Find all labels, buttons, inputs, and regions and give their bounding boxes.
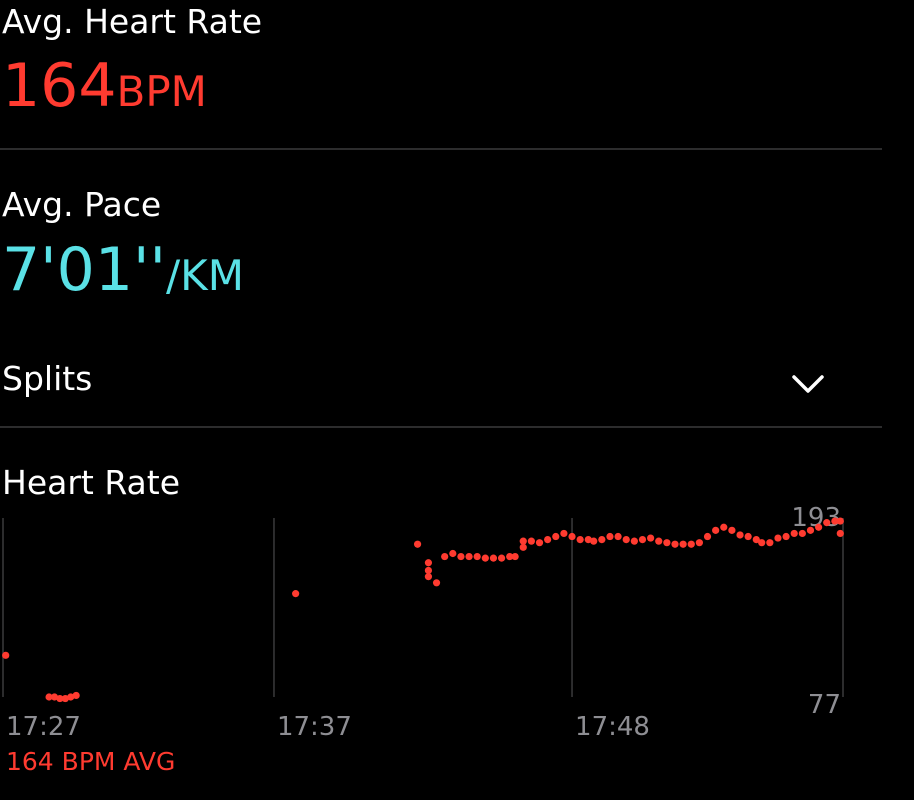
heart-rate-point [774, 534, 782, 542]
heart-rate-point [511, 552, 519, 561]
heart-rate-point [489, 554, 498, 562]
heart-rate-point [823, 519, 831, 527]
unit: /KM [166, 251, 244, 300]
heart-rate-point [50, 693, 59, 701]
heart-rate-point [782, 532, 790, 541]
heart-rate-point [441, 552, 449, 561]
x-tick-label: 17:48 [575, 712, 650, 742]
heart-rate-point [806, 526, 815, 534]
heart-rate-point [457, 552, 465, 561]
metric-label: Avg. Heart Rate [2, 2, 262, 41]
metric-label: Avg. Pace [2, 185, 161, 224]
heart-rate-point [663, 539, 671, 547]
heart-rate-point [45, 693, 53, 701]
heart-rate-point [535, 539, 544, 547]
heart-rate-point [720, 523, 728, 531]
heart-rate-point [560, 529, 568, 538]
heart-rate-point [506, 552, 514, 561]
heart-rate-point [527, 537, 535, 545]
heart-rate-point [703, 532, 712, 541]
heart-rate-point [424, 566, 433, 575]
heart-rate-point [752, 536, 760, 544]
chevron[interactable] [792, 375, 824, 393]
heart-rate-point [481, 554, 489, 562]
heart-rate-point [598, 536, 606, 544]
heart-rate-point [67, 693, 75, 701]
heart-rate-point [638, 536, 647, 544]
heart-rate-point [728, 526, 736, 534]
heart-rate-point [712, 526, 720, 534]
heart-rate-point [798, 529, 806, 538]
heart-rate-point [766, 539, 774, 547]
heart-rate-point [622, 536, 630, 544]
heart-rate-point [413, 540, 422, 548]
heart-rate-point [424, 559, 433, 567]
heart-rate-point [815, 523, 823, 531]
heart-rate-point [647, 534, 655, 542]
heart-rate-point [292, 590, 300, 598]
heart-rate-point [432, 579, 441, 587]
heart-rate-point [2, 651, 10, 659]
heart-rate-point [655, 537, 663, 545]
value: 7'01'' [2, 235, 166, 305]
metric-value: 7'01''/KM [2, 235, 244, 305]
y-tick-label: 77 [808, 690, 841, 720]
metric-value: 164BPM [2, 51, 207, 121]
heart-rate-point [449, 549, 457, 558]
unit: BPM [117, 67, 207, 116]
heart-rate-point [679, 540, 687, 548]
heart-rate-point [736, 531, 744, 539]
heart-rate-point [552, 532, 560, 541]
value: 164 [2, 51, 117, 121]
heart-rate-point [606, 532, 614, 541]
heart-rate-point [630, 537, 638, 545]
heart-rate-point [576, 536, 584, 544]
heart-rate-point [687, 540, 695, 548]
splits-label: Splits [2, 359, 92, 398]
x-tick-label: 17:37 [277, 712, 352, 742]
heart-rate-point [831, 517, 839, 525]
heart-rate-point [590, 537, 598, 545]
splits-row[interactable]: Splits [2, 359, 824, 398]
heart-rate-point [544, 536, 552, 544]
heart-rate-point [758, 539, 766, 547]
heart-rate-point [695, 539, 703, 547]
heart-rate-point [61, 694, 69, 703]
heart-rate-point [465, 552, 473, 561]
heart-rate-point [473, 552, 481, 561]
heart-rate-point [519, 537, 527, 545]
heart-rate-point [56, 694, 64, 703]
heart-rate-point [836, 529, 844, 538]
heart-rate-point [671, 540, 679, 548]
heart-rate-point [584, 536, 592, 544]
x-tick-label: 17:27 [6, 712, 81, 742]
heart-rate-point [72, 691, 80, 700]
heart-rate-point [744, 532, 752, 541]
heart-rate-point [519, 543, 527, 551]
heart-rate-point [497, 554, 506, 562]
chart-footer: 164 BPM AVG [6, 747, 175, 776]
chart-title: Heart Rate [2, 463, 180, 502]
heart-rate-point [790, 529, 798, 538]
heart-rate-point [424, 573, 433, 581]
heart-rate-point [568, 532, 576, 541]
heart-rate-point [614, 532, 622, 541]
heart-rate-point [836, 517, 844, 525]
